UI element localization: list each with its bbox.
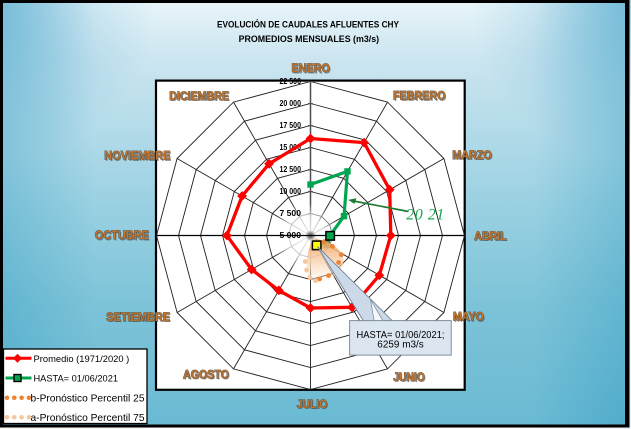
svg-text:AGOSTO: AGOSTO <box>184 369 230 383</box>
svg-text:JUNIO: JUNIO <box>393 370 425 384</box>
svg-text:b-Pronóstico Percentil 25: b-Pronóstico Percentil 25 <box>31 393 145 404</box>
svg-text:OCTUBRE: OCTUBRE <box>95 228 149 242</box>
svg-text:HASTA= 01/06/2021: HASTA= 01/06/2021 <box>34 374 119 385</box>
svg-text:17 500: 17 500 <box>280 121 302 130</box>
svg-text:22 500: 22 500 <box>280 77 302 86</box>
svg-text:NOVIEMBRE: NOVIEMBRE <box>105 150 171 164</box>
svg-text:ENERO: ENERO <box>292 61 331 75</box>
svg-text:20 000: 20 000 <box>280 99 302 108</box>
svg-text:Promedio (1971/2020 ): Promedio (1971/2020 ) <box>34 354 130 365</box>
svg-text:JULIO: JULIO <box>298 398 329 412</box>
svg-text:EVOLUCIÓN DE CAUDALES AFLUENTE: EVOLUCIÓN DE CAUDALES AFLUENTES CHY <box>217 18 400 29</box>
svg-text:MARZO: MARZO <box>453 149 493 163</box>
svg-text:20 21: 20 21 <box>406 207 445 224</box>
svg-text:JUNIO: JUNIO <box>394 371 426 385</box>
svg-text:HASTA= 01/06/2021;: HASTA= 01/06/2021; <box>357 330 445 341</box>
svg-text:10 000: 10 000 <box>280 187 302 196</box>
svg-text:AGOSTO: AGOSTO <box>183 367 229 381</box>
svg-text:ENERO: ENERO <box>293 63 332 77</box>
svg-text:SETIEMBRE: SETIEMBRE <box>106 310 170 324</box>
svg-text:SETIEMBRE: SETIEMBRE <box>107 311 171 325</box>
svg-text:7 500: 7 500 <box>280 209 302 218</box>
svg-text:NOVIEMBRE: NOVIEMBRE <box>104 149 170 163</box>
svg-text:OCTUBRE: OCTUBRE <box>96 229 150 243</box>
svg-text:6259 m3/s: 6259 m3/s <box>377 339 424 350</box>
svg-text:JULIO: JULIO <box>297 397 328 411</box>
svg-text:FEBRERO: FEBRERO <box>394 90 447 104</box>
svg-text:FEBRERO: FEBRERO <box>393 89 446 103</box>
svg-text:MAYO: MAYO <box>454 311 485 325</box>
svg-text:12 500: 12 500 <box>280 165 302 174</box>
svg-text:DICIEMBRE: DICIEMBRE <box>169 89 229 103</box>
svg-text:MARZO: MARZO <box>452 148 492 162</box>
svg-text:a-Pronóstico Percentil 75: a-Pronóstico Percentil 75 <box>31 413 145 424</box>
svg-text:ABRIL: ABRIL <box>475 230 508 244</box>
svg-text:DICIEMBRE: DICIEMBRE <box>170 90 230 104</box>
svg-text:15 000: 15 000 <box>280 143 302 152</box>
svg-text:ABRIL: ABRIL <box>474 229 507 243</box>
svg-text:MAYO: MAYO <box>453 310 484 324</box>
svg-text:PROMEDIOS MENSUALES (m3/s): PROMEDIOS MENSUALES (m3/s) <box>239 34 380 44</box>
